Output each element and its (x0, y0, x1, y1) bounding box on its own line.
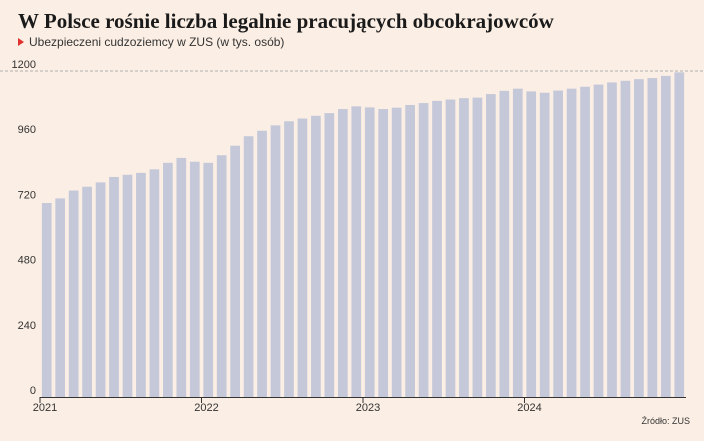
bar-19 (284, 121, 294, 397)
bar-27 (391, 107, 402, 398)
bar-15 (230, 145, 240, 397)
chart-subtitle-text: Ubezpieczeni cudzoziemcy w ZUS (w tys. o… (29, 35, 285, 49)
bar-39 (553, 90, 563, 397)
bar-40 (566, 88, 577, 397)
chart-title: W Polsce rośnie liczba legalnie pracując… (18, 9, 554, 33)
bar-48 (674, 72, 685, 398)
bar-21 (311, 115, 321, 397)
label-layer: 0 240 480 720 960 1200 2021 2022 2023 2024 (12, 59, 542, 414)
bar-16 (243, 136, 254, 397)
bar-5 (95, 182, 106, 397)
x-tick-label-2021: 2021 (33, 402, 57, 414)
bar-43 (607, 82, 617, 397)
x-tick-label-2024: 2024 (517, 402, 541, 414)
bar-36 (512, 88, 523, 397)
bar-7 (122, 174, 133, 397)
bar-46 (647, 78, 658, 397)
y-tick-label-240: 240 (18, 320, 36, 332)
x-tick-label-2023: 2023 (356, 402, 380, 414)
bar-1 (41, 203, 52, 397)
bar-9 (149, 169, 160, 397)
bar-17 (257, 130, 267, 397)
bar-10 (163, 162, 173, 397)
bar-13 (203, 162, 214, 397)
bar-41 (580, 86, 590, 397)
bar-3 (68, 190, 79, 397)
y-tick-label-480: 480 (18, 255, 36, 267)
bar-12 (189, 161, 200, 397)
bar-38 (539, 92, 550, 397)
triangle-marker-icon (18, 38, 24, 46)
bar-44 (620, 80, 631, 397)
bar-layer (41, 72, 685, 398)
bar-34 (486, 94, 496, 397)
bar-23 (337, 109, 348, 397)
y-tick-label-720: 720 (18, 189, 36, 201)
y-tick-label-1200: 1200 (12, 59, 36, 71)
bar-24 (351, 106, 362, 397)
bar-45 (634, 79, 644, 398)
y-tick-label-960: 960 (18, 124, 36, 136)
bar-6 (109, 176, 119, 397)
bar-11 (176, 157, 187, 397)
bar-22 (324, 113, 335, 398)
y-tick-label-0: 0 (30, 385, 36, 397)
bar-14 (216, 155, 227, 397)
bar-47 (660, 75, 671, 397)
bar-35 (499, 90, 510, 397)
bar-29 (418, 103, 429, 397)
bar-4 (82, 186, 92, 397)
chart-subtitle: Ubezpieczeni cudzoziemcy w ZUS (w tys. o… (18, 35, 284, 49)
bar-2 (55, 198, 66, 397)
bar-26 (378, 109, 389, 397)
bar-28 (405, 104, 415, 398)
bar-32 (459, 98, 469, 398)
bar-20 (297, 118, 308, 397)
bar-8 (136, 172, 146, 398)
axis-layer (39, 397, 686, 403)
bar-42 (593, 84, 604, 397)
bar-30 (432, 100, 442, 397)
bar-18 (270, 125, 281, 397)
x-tick-label-2022: 2022 (194, 402, 218, 414)
bar-37 (526, 91, 537, 398)
bar-31 (445, 99, 456, 397)
bar-25 (364, 107, 375, 398)
bar-33 (472, 97, 483, 398)
source-note: Źródło: ZUS (641, 416, 690, 426)
